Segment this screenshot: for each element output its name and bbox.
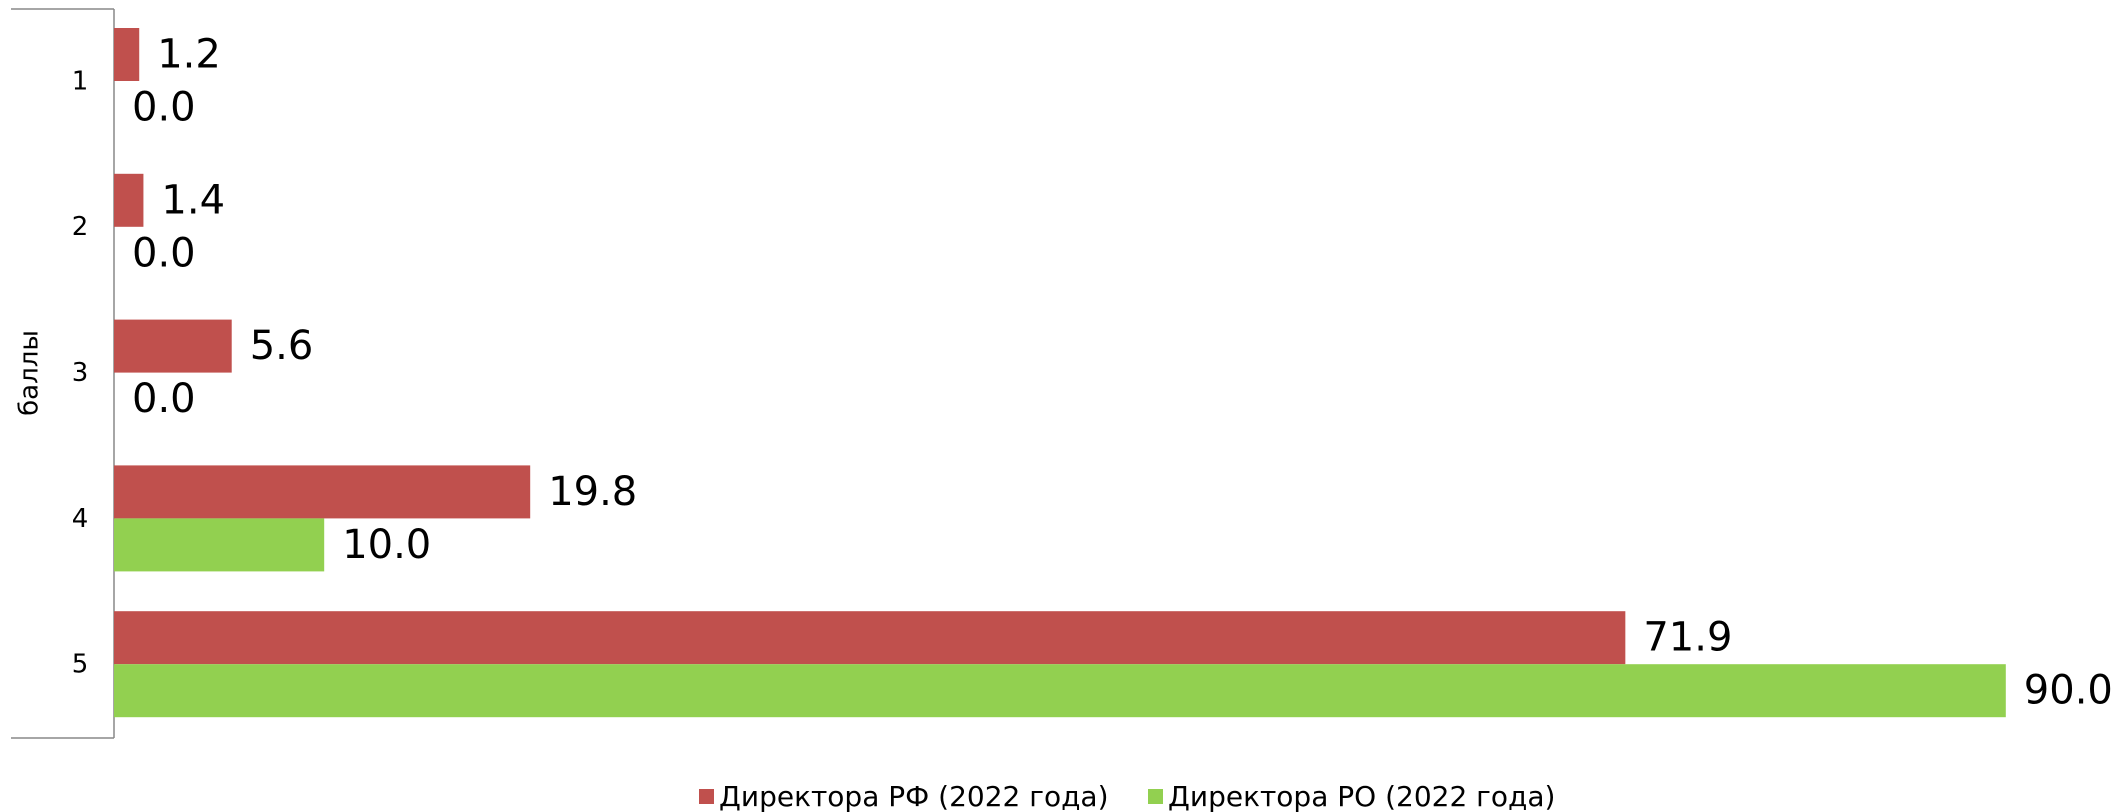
y-tick-label: 1 [72, 66, 89, 96]
bar [114, 173, 144, 227]
bar [114, 611, 1626, 665]
value-label: 0.0 [132, 230, 196, 276]
value-label: 10.0 [342, 522, 431, 568]
y-tick-label: 5 [72, 650, 89, 680]
y-tick-label: 4 [72, 504, 89, 534]
bar [114, 664, 2006, 718]
legend-swatch [699, 789, 714, 804]
value-label: 1.4 [161, 177, 225, 223]
value-label: 5.6 [250, 323, 314, 369]
bar [114, 319, 232, 373]
legend-swatch [1148, 789, 1163, 804]
bar [114, 28, 140, 81]
bar [114, 518, 325, 572]
value-label: 1.2 [157, 32, 221, 78]
y-axis-title: баллы [15, 330, 45, 416]
bar [114, 465, 531, 519]
y-tick-label: 3 [72, 358, 89, 388]
value-label: 0.0 [132, 376, 196, 422]
value-label: 71.9 [1643, 615, 1732, 661]
value-label: 19.8 [548, 469, 637, 515]
legend-label: Директора РФ (2022 года) [719, 780, 1109, 812]
value-label: 0.0 [132, 85, 196, 131]
legend-label: Директора РО (2022 года) [1168, 780, 1555, 812]
y-tick-label: 2 [72, 212, 89, 242]
value-label: 90.0 [2024, 668, 2113, 714]
